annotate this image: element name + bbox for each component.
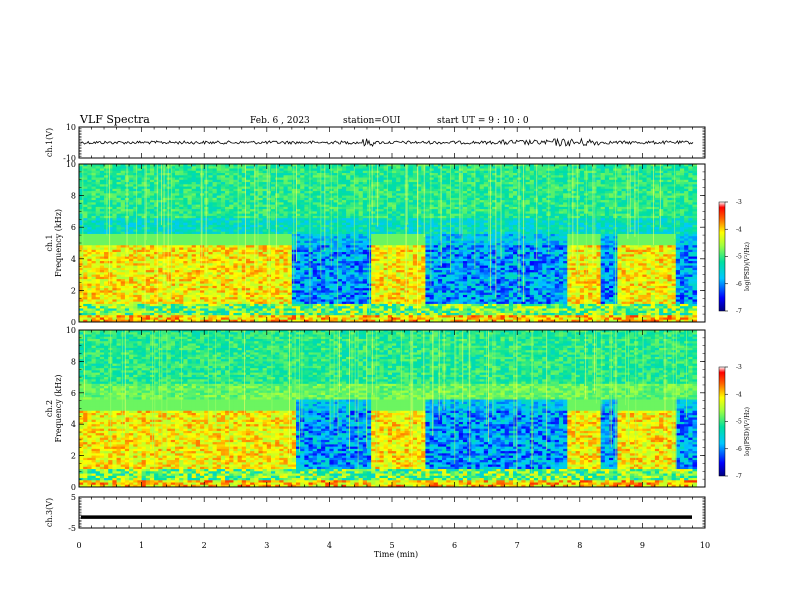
station-label: station=OUI (343, 116, 401, 126)
ch1-waveform-trace (81, 139, 693, 147)
start-ut-label: start UT = 9 : 10 : 0 (437, 116, 529, 126)
y-axis-label: ch.1(V) (45, 128, 54, 157)
vlf-figure: VLF Spectra Feb. 6 , 2023 station=OUI st… (0, 0, 792, 612)
chart-title: VLF Spectra (79, 113, 150, 126)
date-label: Feb. 6 , 2023 (250, 116, 310, 126)
y-tick-label: 10 (66, 123, 76, 132)
